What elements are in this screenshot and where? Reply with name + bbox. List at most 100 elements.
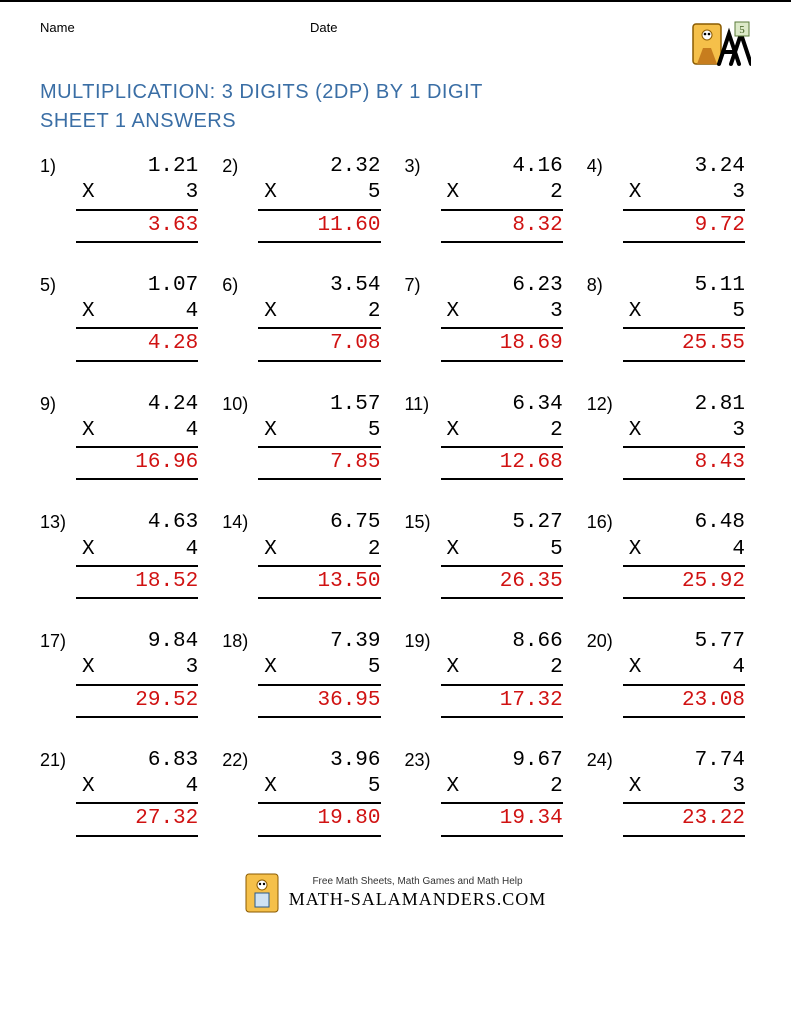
multiply-symbol: X [76,774,95,800]
problem: 15)5.27X526.35 [405,510,569,599]
problem-number: 16) [587,510,623,533]
multiplier-row: X3 [76,655,198,685]
problem: 5)1.07X44.28 [40,273,204,362]
problem-number: 24) [587,748,623,771]
multiplier: 2 [550,655,563,681]
problem: 12)2.81X38.43 [587,392,751,481]
problem-math: 6.48X425.92 [623,510,751,599]
problem-number: 13) [40,510,76,533]
multiplier: 2 [550,180,563,206]
problem-number: 8) [587,273,623,296]
problem-math: 8.66X217.32 [441,629,569,718]
problem-math: 6.34X212.68 [441,392,569,481]
multiplicand: 4.16 [441,154,563,180]
problem-math: 1.07X44.28 [76,273,204,362]
salamander-icon [245,873,279,913]
multiplier: 3 [732,774,745,800]
problem: 3)4.16X28.32 [405,154,569,243]
multiplier-row: X4 [623,655,745,685]
answer: 23.22 [623,804,745,836]
answer: 7.08 [258,329,380,361]
multiplier: 4 [732,537,745,563]
multiply-symbol: X [623,418,642,444]
multiplier-row: X2 [441,774,563,804]
multiplier-row: X5 [623,299,745,329]
problem-math: 4.16X28.32 [441,154,569,243]
multiplicand: 6.75 [258,510,380,536]
answer: 29.52 [76,686,198,718]
header-row: Name Date 5 [40,20,751,70]
answer: 4.28 [76,329,198,361]
footer-site: MATH-SALAMANDERS.COM [289,889,547,910]
grade-badge-icon: 5 [691,20,751,70]
problem-number: 6) [222,273,258,296]
problem: 20)5.77X423.08 [587,629,751,718]
problem: 22)3.96X519.80 [222,748,386,837]
problem-math: 5.27X526.35 [441,510,569,599]
multiplier: 4 [186,418,199,444]
name-label: Name [40,20,310,35]
problem: 21)6.83X427.32 [40,748,204,837]
multiplier: 3 [732,418,745,444]
problem-math: 9.84X329.52 [76,629,204,718]
problem: 16)6.48X425.92 [587,510,751,599]
problem: 9)4.24X416.96 [40,392,204,481]
problem: 18)7.39X536.95 [222,629,386,718]
problem-number: 11) [405,392,441,415]
multiply-symbol: X [623,655,642,681]
answer: 27.32 [76,804,198,836]
multiplier: 3 [186,655,199,681]
multiplier-row: X2 [258,537,380,567]
multiplicand: 4.24 [76,392,198,418]
problem-number: 3) [405,154,441,177]
answer: 8.43 [623,448,745,480]
answer: 12.68 [441,448,563,480]
multiply-symbol: X [441,180,460,206]
multiplier-row: X2 [441,655,563,685]
multiply-symbol: X [258,180,277,206]
multiplicand: 1.57 [258,392,380,418]
multiply-symbol: X [623,299,642,325]
multiplier: 2 [550,418,563,444]
multiplicand: 7.74 [623,748,745,774]
multiplier: 2 [368,537,381,563]
multiplier-row: X2 [441,180,563,210]
multiply-symbol: X [441,537,460,563]
footer-tagline: Free Math Sheets, Math Games and Math He… [289,876,547,887]
problem-number: 15) [405,510,441,533]
problem-math: 5.11X525.55 [623,273,751,362]
multiplier: 5 [732,299,745,325]
multiply-symbol: X [76,418,95,444]
problem: 6)3.54X27.08 [222,273,386,362]
multiplier-row: X5 [258,180,380,210]
problem-number: 4) [587,154,623,177]
answer: 18.52 [76,567,198,599]
problem-number: 19) [405,629,441,652]
multiplicand: 5.77 [623,629,745,655]
multiply-symbol: X [623,180,642,206]
problem: 10)1.57X57.85 [222,392,386,481]
problem: 17)9.84X329.52 [40,629,204,718]
problem-math: 9.67X219.34 [441,748,569,837]
multiplicand: 6.34 [441,392,563,418]
answer: 36.95 [258,686,380,718]
multiplicand: 3.96 [258,748,380,774]
multiply-symbol: X [76,299,95,325]
problem: 2)2.32X511.60 [222,154,386,243]
multiplier-row: X4 [623,537,745,567]
multiplicand: 5.27 [441,510,563,536]
multiplier-row: X5 [258,774,380,804]
multiplier-row: X4 [76,299,198,329]
multiplier-row: X5 [258,418,380,448]
problem-number: 23) [405,748,441,771]
problem: 7)6.23X318.69 [405,273,569,362]
multiplier-row: X3 [623,774,745,804]
multiplicand: 2.81 [623,392,745,418]
multiply-symbol: X [258,418,277,444]
multiplicand: 4.63 [76,510,198,536]
answer: 8.32 [441,211,563,243]
problem-math: 7.74X323.22 [623,748,751,837]
multiplicand: 6.48 [623,510,745,536]
multiplier: 2 [368,299,381,325]
multiplicand: 3.54 [258,273,380,299]
